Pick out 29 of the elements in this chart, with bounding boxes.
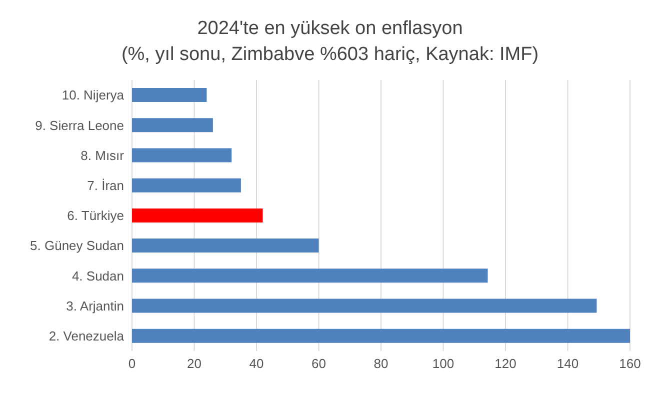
bar [132, 238, 319, 253]
bar [132, 178, 241, 192]
x-tick-label: 40 [249, 356, 264, 372]
y-tick-label: 3. Arjantin [66, 298, 124, 314]
y-tick-label: 7. İran [87, 178, 124, 194]
bar [132, 298, 597, 313]
bar [132, 328, 630, 343]
bar [132, 208, 263, 222]
x-tick-label: 100 [432, 356, 454, 372]
x-tick-label: 60 [312, 356, 326, 372]
x-tick-label: 80 [374, 356, 388, 372]
x-tick-label: 160 [619, 356, 641, 372]
bar [132, 118, 213, 132]
chart-title: 2024'te en yüksek on enflasyon [196, 17, 464, 41]
bar [132, 88, 207, 102]
y-tick-label: 8. Mısır [80, 148, 125, 163]
y-tick-label: 6. Türkiye [67, 208, 124, 224]
chart-subtitle: (%, yıl sonu, Zimbabve %603 hariç, Kaynak: IMF) [120, 43, 540, 67]
bar [132, 268, 488, 283]
y-tick-label: 2. Venezuela [48, 328, 125, 344]
y-tick-label: 9. Sierra Leone [35, 118, 124, 133]
y-tick-label: 4. Sudan [72, 268, 124, 284]
y-tick-label: 10. Nijerya [62, 88, 125, 103]
x-tick-label: 20 [187, 356, 202, 372]
bar [132, 148, 232, 162]
y-tick-label: 5. Güney Sudan [30, 238, 124, 254]
x-tick-label: 120 [494, 356, 516, 372]
x-tick-label: 0 [128, 356, 136, 372]
x-tick-label: 140 [556, 356, 579, 372]
